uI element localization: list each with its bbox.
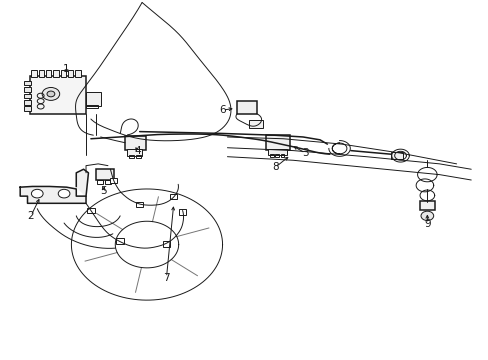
Circle shape [42, 87, 60, 100]
Bar [86, 92, 101, 107]
Circle shape [420, 211, 433, 221]
Text: 5: 5 [100, 186, 106, 197]
Bar [30, 76, 86, 114]
Bar [129, 155, 134, 158]
Bar [39, 70, 44, 77]
Polygon shape [76, 169, 88, 196]
Bar [110, 178, 117, 183]
Bar [87, 208, 95, 213]
Text: 3: 3 [302, 148, 308, 158]
Bar [162, 241, 170, 247]
Bar [136, 155, 141, 158]
Bar [24, 87, 31, 92]
Bar [96, 169, 114, 180]
Bar [24, 94, 31, 98]
Text: 1: 1 [63, 64, 70, 74]
Bar [75, 70, 81, 77]
Text: 6: 6 [219, 105, 225, 115]
Text: 7: 7 [163, 273, 169, 283]
Bar [46, 70, 51, 77]
Bar [237, 101, 256, 114]
Bar [280, 154, 284, 157]
Bar [125, 136, 145, 149]
Bar [419, 201, 434, 211]
Bar [24, 81, 31, 85]
Bar [275, 154, 279, 157]
Bar [86, 105, 98, 108]
Bar [31, 70, 37, 77]
Bar [178, 210, 186, 215]
Bar [266, 135, 289, 149]
Bar [24, 100, 31, 105]
Text: 2: 2 [27, 211, 34, 221]
Bar [24, 107, 31, 111]
Bar [105, 180, 111, 184]
Bar [97, 180, 103, 184]
Circle shape [58, 189, 70, 198]
Bar [127, 149, 142, 156]
Bar [116, 238, 124, 244]
Bar [136, 202, 143, 207]
Bar [170, 194, 177, 199]
Bar [249, 120, 263, 128]
Text: 9: 9 [423, 219, 430, 229]
Bar [61, 70, 66, 77]
Bar [269, 154, 273, 157]
Text: 4: 4 [135, 146, 141, 156]
Circle shape [47, 91, 55, 97]
Text: 8: 8 [271, 162, 278, 172]
Circle shape [31, 189, 43, 198]
Bar [268, 149, 286, 155]
Polygon shape [20, 186, 86, 203]
Bar [53, 70, 59, 77]
Bar [390, 152, 402, 159]
Bar [68, 70, 73, 77]
